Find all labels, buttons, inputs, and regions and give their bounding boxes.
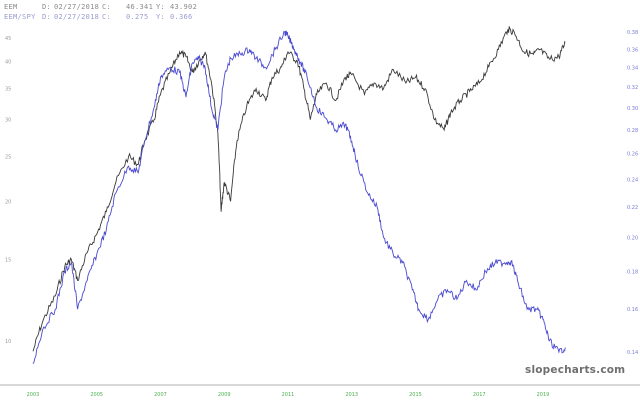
x-axis-tick: 2015 <box>409 392 422 398</box>
right-axis-tick: 0.20 <box>627 236 638 242</box>
y-value: 43.902 <box>170 3 198 11</box>
date-value: 02/27/2018 <box>54 3 100 11</box>
y-label: Y: <box>156 13 166 21</box>
date-label: D: <box>42 13 52 21</box>
right-axis-tick: 0.16 <box>627 307 638 313</box>
right-axis-tick: 0.38 <box>627 30 638 36</box>
right-axis-tick: 0.32 <box>627 85 638 91</box>
x-axis-tick: 2007 <box>154 392 167 398</box>
x-axis-tick: 2005 <box>90 392 103 398</box>
watermark: slopecharts.com <box>525 364 626 376</box>
date-label: D: <box>42 3 52 11</box>
eem-price-line <box>32 26 566 352</box>
right-axis-tick: 0.24 <box>627 177 638 183</box>
right-axis-tick: 0.30 <box>627 106 638 112</box>
right-axis-tick: 0.22 <box>627 205 638 211</box>
right-axis-tick: 0.34 <box>627 66 638 72</box>
close-value: 0.275 <box>126 13 149 21</box>
right-axis-tick: 0.28 <box>627 128 638 134</box>
left-axis-tick: 45 <box>5 36 11 42</box>
x-axis-tick: 2003 <box>27 392 40 398</box>
x-axis-tick: 2017 <box>473 392 486 398</box>
close-label: C: <box>102 3 112 11</box>
symbol: EEM <box>4 3 18 11</box>
header-row-eem-spy: EEM/SPY D: 02/27/2018 C: 0.275 Y: 0.366 <box>4 13 193 21</box>
left-axis-tick: 25 <box>5 154 11 160</box>
left-axis-tick: 10 <box>5 339 11 345</box>
x-axis-tick: 2009 <box>218 392 231 398</box>
x-axis-tick: 2013 <box>345 392 358 398</box>
eem-spy-ratio-line <box>32 30 566 364</box>
close-label: C: <box>102 13 112 21</box>
x-axis-tick: 2019 <box>537 392 550 398</box>
date-value: 02/27/2018 <box>54 13 100 21</box>
right-axis-tick: 0.18 <box>627 269 638 275</box>
y-label: Y: <box>156 3 166 11</box>
symbol: EEM/SPY <box>4 13 36 21</box>
right-y-axis: 0.38 0.36 0.34 0.32 0.30 0.28 0.26 0.24 0.22 0.20… <box>627 30 638 356</box>
left-axis-tick: 40 <box>5 60 11 66</box>
close-value: 46.341 <box>126 3 154 11</box>
left-axis-tick: 20 <box>5 199 11 205</box>
right-axis-tick: 0.36 <box>627 47 638 53</box>
header-row-eem: EEM D: 02/27/2018 C: 46.341 Y: 43.902 <box>4 3 197 11</box>
left-axis-tick: 35 <box>5 87 11 93</box>
y-value: 0.366 <box>170 13 193 21</box>
left-axis-tick: 30 <box>5 118 11 124</box>
x-axis-tick: 2011 <box>282 392 295 398</box>
left-y-axis: 45 40 35 30 25 20 15 10 <box>5 36 11 345</box>
left-axis-tick: 15 <box>5 257 11 263</box>
right-axis-tick: 0.26 <box>627 152 638 158</box>
right-axis-tick: 0.14 <box>627 350 638 356</box>
x-axis: 2003 2005 2007 2009 2011 2013 2015 2017 2019 <box>27 392 550 398</box>
